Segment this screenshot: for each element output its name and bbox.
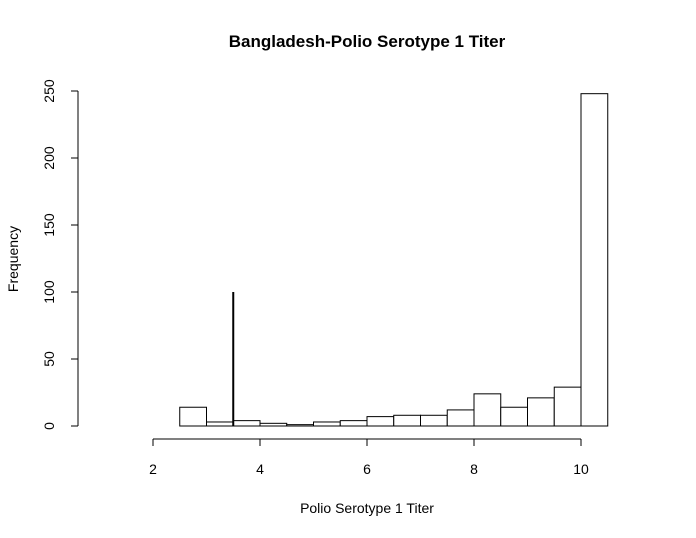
chart-title: Bangladesh-Polio Serotype 1 Titer <box>229 32 506 51</box>
histogram-bar-2 <box>232 420 261 427</box>
y-axis-label: Frequency <box>5 226 21 292</box>
histogram-bar-6 <box>339 420 368 427</box>
y-tick-label: 0 <box>41 422 57 430</box>
histogram-bar-5 <box>313 421 341 427</box>
histogram-bar-12 <box>500 406 528 427</box>
histogram-bar-0 <box>179 406 207 427</box>
y-tick-label: 50 <box>41 351 57 367</box>
x-tick-label: 8 <box>470 461 478 477</box>
x-tick-label: 4 <box>256 461 264 477</box>
histogram-bar-1 <box>206 421 234 427</box>
x-axis: 2 4 6 8 10 <box>149 438 589 477</box>
y-tick-label: 250 <box>41 79 57 103</box>
y-tick-label: 150 <box>41 213 57 237</box>
x-tick-label: 10 <box>573 461 589 477</box>
x-tick-label: 2 <box>149 461 157 477</box>
histogram-bar-7 <box>366 416 395 427</box>
histogram-bar-3 <box>259 422 288 427</box>
x-tick-label: 6 <box>363 461 371 477</box>
histogram-bar-14 <box>553 386 582 427</box>
histogram-bar-4 <box>286 424 314 427</box>
y-tick-label: 100 <box>41 280 57 304</box>
histogram-bar-13 <box>527 397 555 427</box>
histogram-bar-10 <box>446 409 475 427</box>
histogram-bar-15 <box>580 93 609 427</box>
x-axis-label: Polio Serotype 1 Titer <box>300 500 434 516</box>
histogram-bar-11 <box>473 393 502 427</box>
y-axis: 0 50 100 150 200 250 <box>41 79 79 430</box>
histogram-bar-9 <box>420 414 448 427</box>
histogram-bars <box>179 93 609 427</box>
histogram-bar-8 <box>393 414 421 427</box>
y-tick-label: 200 <box>41 146 57 170</box>
